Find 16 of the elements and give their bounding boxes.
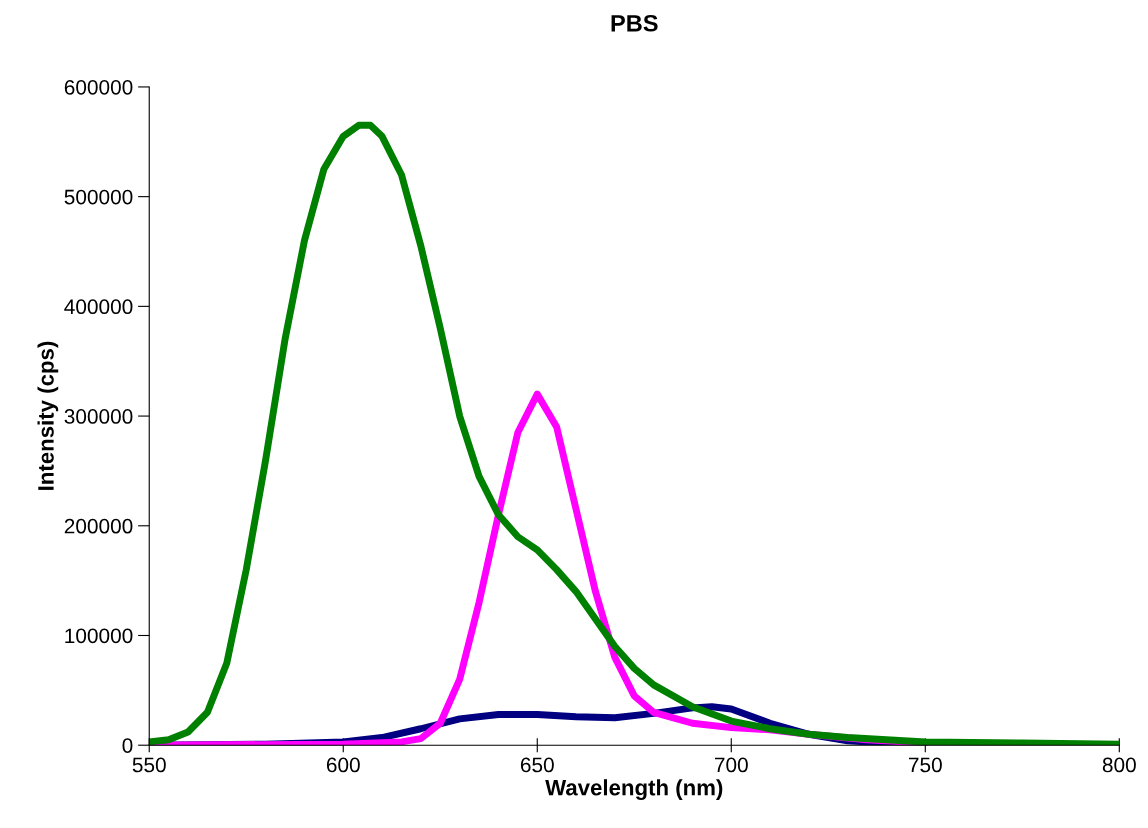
y-axis-title: Intensity (cps) <box>37 341 59 490</box>
y-tick-label: 300000 <box>64 409 133 424</box>
x-tick-label: 600 <box>326 757 360 773</box>
y-tick-label: 500000 <box>64 189 133 205</box>
x-tick-label: 550 <box>132 757 166 773</box>
y-tick-label: 600000 <box>64 79 133 95</box>
x-axis-title: Wavelength (nm) <box>545 779 723 801</box>
x-tick-label: 700 <box>714 757 748 773</box>
y-tick-label: 100000 <box>65 628 133 644</box>
x-tick-label: 750 <box>908 757 942 773</box>
chart-title: PBS <box>611 14 658 32</box>
x-tick-label: 650 <box>520 757 554 773</box>
y-tick-label: 200000 <box>64 518 133 534</box>
y-tick-label: 400000 <box>64 299 133 315</box>
x-tick-label: 800 <box>1102 757 1136 773</box>
y-tick-label: 0 <box>122 738 133 753</box>
